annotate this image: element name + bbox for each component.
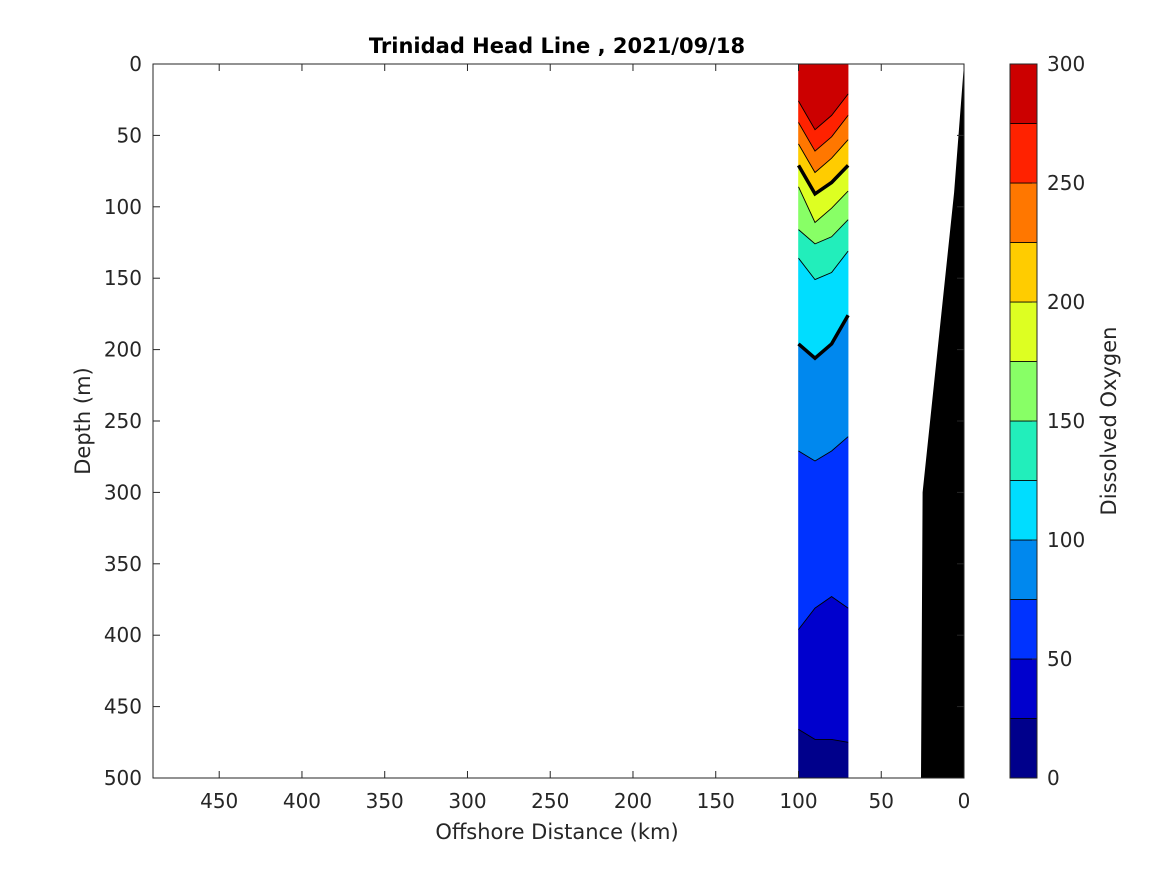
x-tick-label: 0 [958, 789, 971, 813]
colorbar-swatch [1009, 182, 1038, 243]
colorbar-label: Dissolved Oxygen [1097, 327, 1121, 516]
y-tick-label: 300 [104, 480, 142, 504]
x-tick-label: 200 [614, 789, 652, 813]
x-tick-label: 450 [200, 789, 238, 813]
y-tick-label: 250 [104, 409, 142, 433]
x-tick-label: 400 [283, 789, 321, 813]
colorbar-swatch [1009, 539, 1038, 600]
y-axis-label: Depth (m) [71, 367, 95, 474]
y-tick-label: 500 [104, 766, 142, 790]
colorbar-swatch [1009, 658, 1038, 719]
colorbar-swatch [1009, 599, 1038, 660]
contour-line [798, 729, 849, 743]
colorbar-swatch [1009, 242, 1038, 303]
y-tick-label: 350 [104, 552, 142, 576]
y-tick-label: 50 [117, 123, 142, 147]
colorbar-tick-label: 250 [1047, 171, 1085, 195]
contour-line [798, 436, 849, 462]
colorbar-tick-label: 300 [1047, 52, 1085, 76]
contour-lines [796, 93, 850, 743]
x-tick-label: 350 [366, 789, 404, 813]
x-axis-ticks: 450 400 350 300 250 200 150 100 50 0 [200, 64, 970, 813]
contour-line [798, 596, 849, 630]
colorbar-ticks: 0 50 100 150 200 250 300 [1032, 52, 1085, 790]
colorbar-swatch [1009, 361, 1038, 422]
chart-title: Trinidad Head Line , 2021/09/18 [369, 34, 745, 58]
x-tick-label: 300 [448, 789, 486, 813]
colorbar-swatch [1009, 480, 1038, 541]
contour-line [798, 219, 849, 245]
x-tick-label: 150 [697, 789, 735, 813]
colorbar: 0 50 100 150 200 250 300 Dissolved Oxygen [1009, 52, 1121, 790]
x-tick-label: 250 [531, 789, 569, 813]
y-tick-label: 400 [104, 623, 142, 647]
colorbar-swatch [1009, 718, 1038, 779]
contour-line [797, 314, 850, 361]
y-tick-label: 100 [104, 195, 142, 219]
contour-line [798, 139, 849, 174]
contour-line [796, 164, 850, 197]
colorbar-tick-label: 100 [1047, 528, 1085, 552]
contour-line [798, 250, 849, 281]
plot-area: 450 400 350 300 250 200 150 100 50 0 050100150200… [104, 52, 971, 813]
y-tick-label: 150 [104, 266, 142, 290]
colorbar-swatch [1009, 63, 1038, 124]
colorbar-swatch [1009, 301, 1038, 362]
contour-line [798, 186, 849, 224]
colorbar-swatch [1009, 123, 1038, 184]
colorbar-tick-label: 50 [1047, 647, 1072, 671]
colorbar-tick-label: 0 [1047, 766, 1060, 790]
colorbar-swatch [1009, 420, 1038, 481]
x-tick-label: 100 [779, 789, 817, 813]
colorbar-tick-label: 200 [1047, 290, 1085, 314]
y-tick-label: 0 [129, 52, 142, 76]
colorbar-tick-label: 150 [1047, 409, 1085, 433]
contour-line [798, 115, 849, 152]
y-tick-label: 450 [104, 695, 142, 719]
x-axis-label: Offshore Distance (km) [435, 820, 678, 844]
bottom-topography [921, 64, 964, 778]
y-axis-ticks: 0 50 100 150 200 250 300 350 400 450 500 [104, 52, 964, 790]
x-tick-label: 50 [869, 789, 894, 813]
contour-band [798, 436, 849, 631]
contour-line [798, 93, 849, 131]
y-tick-label: 200 [104, 338, 142, 362]
